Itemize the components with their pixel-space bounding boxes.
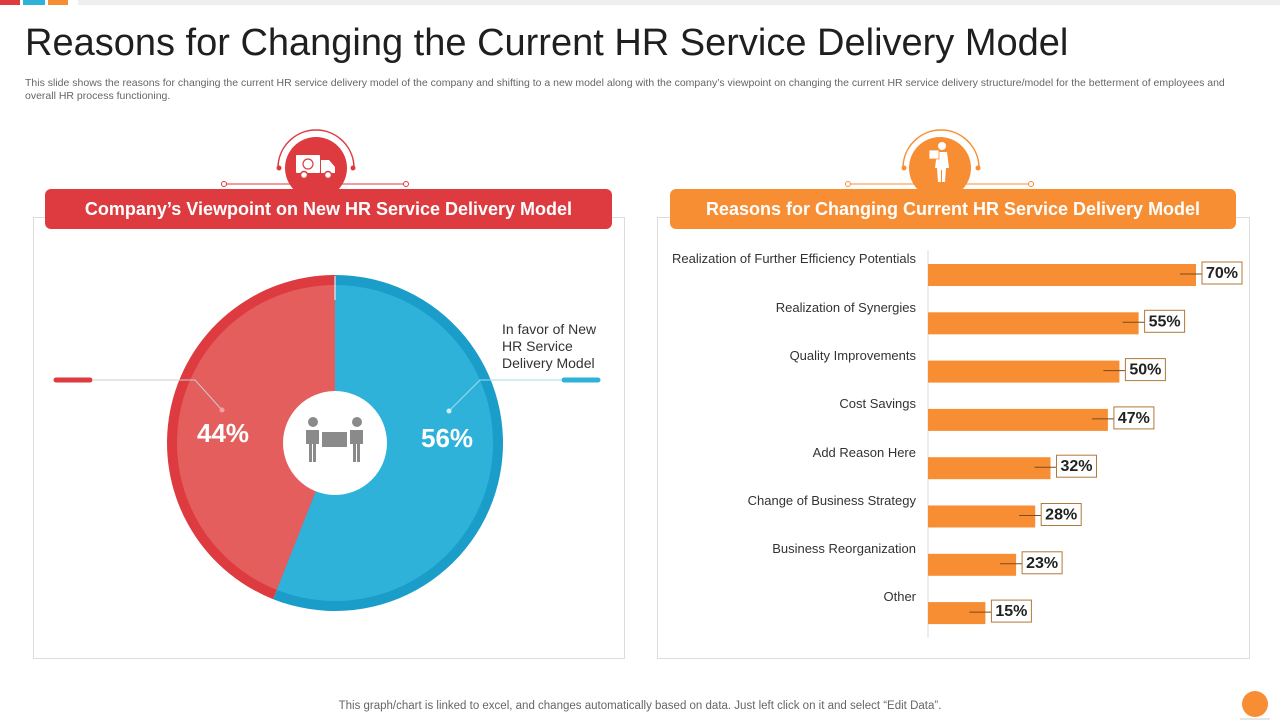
bar-value-label: 70%	[1206, 265, 1238, 282]
badge-arc	[277, 129, 355, 169]
pie-label-in-favor: In favor of New HR Service Delivery Mode…	[502, 321, 597, 371]
bar-value-label-box	[1040, 503, 1082, 526]
person-carrying-box-icon-badge	[845, 129, 1034, 190]
bar-value-label: 55%	[1149, 313, 1181, 330]
bar-value-label: 28%	[1045, 507, 1077, 524]
pie-slice-not-in-favor	[177, 285, 335, 590]
page-title: Reasons for Changing the Current HR Serv…	[25, 22, 1069, 64]
corner-orange-badge	[1240, 691, 1270, 720]
accent-red-segment	[0, 0, 20, 5]
bar-5	[928, 505, 1036, 528]
viewpoint-panel-header: Company’s Viewpoint on New HR Service De…	[45, 189, 612, 229]
delivery-truck-icon	[296, 155, 335, 180]
bar-2	[928, 360, 1120, 383]
bar-category-label: Realization of Synergies	[775, 300, 916, 315]
bar-value-label: 47%	[1118, 410, 1150, 427]
bar-value-label-box	[990, 599, 1032, 623]
bar-value-label: 15%	[995, 603, 1027, 620]
callout-line-not-in-favor	[92, 379, 223, 411]
bar-4	[928, 457, 1051, 480]
bar-value-label: 50%	[1129, 362, 1161, 379]
accent-gray-line	[78, 0, 1280, 5]
bar-category-label: Business Reorganization	[772, 541, 916, 556]
reasons-panel-header: Reasons for Changing Current HR Service …	[670, 189, 1236, 229]
badge-baseline-end-left	[221, 181, 227, 187]
bar-value-label: 23%	[1026, 555, 1058, 572]
bar-value-label-box	[1113, 406, 1155, 430]
delivery-truck-icon-badge	[221, 129, 409, 190]
callout-dot-not-in-favor	[219, 407, 225, 413]
bar-value-label: 32%	[1060, 458, 1092, 475]
bar-value-label-box	[1201, 261, 1243, 285]
bar-category-label: Quality Improvements	[789, 348, 916, 363]
pie-value-not-in-favor: 44%	[197, 418, 250, 448]
badge-arc-dot-right	[350, 165, 356, 171]
person-carrying-box-icon	[928, 142, 949, 182]
badge-arc-dot-left	[276, 165, 282, 171]
badge-baseline-end-right	[403, 181, 409, 187]
callout-line-in-favor	[448, 379, 562, 412]
bar-category-label: Add Reason Here	[812, 445, 916, 460]
badge-baseline-end-left	[845, 181, 851, 187]
bar-1	[928, 312, 1139, 335]
bar-category-label: Other	[883, 589, 916, 604]
badge-arc-dot-right	[975, 165, 981, 171]
badge-arc	[902, 129, 980, 169]
bar-3	[928, 408, 1108, 431]
bar-6	[928, 553, 1017, 576]
accent-blue-segment	[23, 0, 45, 5]
footer-note: This graph/chart is linked to excel, and…	[338, 700, 942, 712]
bar-value-label-box	[1144, 309, 1186, 333]
callout-dot-in-favor	[446, 408, 452, 414]
bar-category-label: Change of Business Strategy	[747, 493, 916, 508]
badge-baseline-end-right	[1028, 181, 1034, 187]
people-handing-box-icon	[306, 417, 363, 462]
page-subtitle: This slide shows the reasons for changin…	[25, 77, 1225, 102]
bar-category-label: Realization of Further Efficiency Potent…	[672, 251, 916, 266]
bar-category-label: Cost Savings	[839, 396, 916, 411]
bar-0	[928, 264, 1196, 286]
pie-value-in-favor: 56%	[421, 423, 474, 453]
accent-orange-segment	[48, 0, 68, 5]
bar-value-label-box	[1021, 551, 1063, 575]
badge-arc-dot-left	[901, 165, 907, 171]
bar-value-label-box	[1056, 454, 1097, 478]
bar-7	[928, 602, 986, 625]
top-accent-bar	[0, 0, 1280, 6]
bar-value-label-box	[1124, 358, 1166, 382]
